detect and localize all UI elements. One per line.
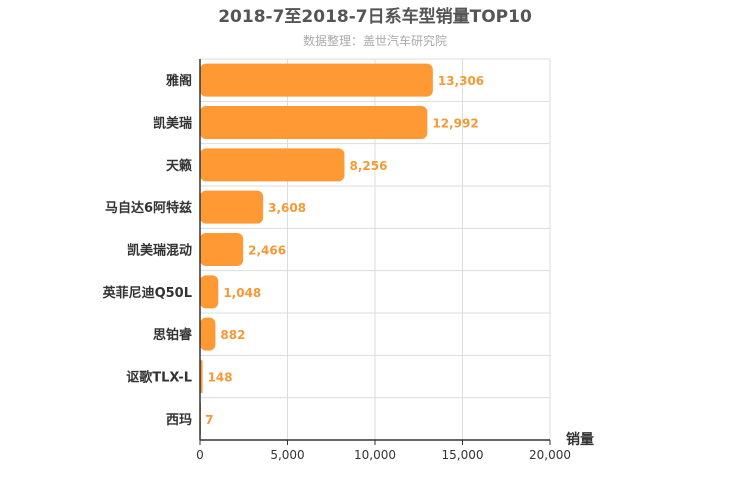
value-label: 3,608 (268, 201, 306, 215)
category-label: 思铂睿 (153, 327, 193, 343)
value-label: 1,048 (223, 286, 261, 300)
category-label: 马自达6阿特兹 (105, 200, 192, 216)
value-label: 882 (220, 328, 245, 342)
value-label: 148 (208, 371, 233, 385)
x-axis-title: 销量 (566, 431, 594, 448)
x-axis-ticks: 0 5,000 10,000 15,000 20,000 (196, 440, 571, 462)
bar (200, 317, 216, 351)
value-label: 8,256 (349, 159, 387, 173)
bars-group (200, 63, 433, 436)
value-label: 12,992 (432, 117, 478, 131)
category-label: 英菲尼迪Q50L (102, 285, 192, 301)
chart-title: 2018-7至2018-7日系车型销量TOP10 (218, 6, 532, 27)
bar (200, 232, 244, 267)
bar (200, 275, 219, 309)
x-tick-label: 15,000 (442, 448, 484, 462)
category-label: 凯美瑞 (153, 116, 192, 132)
bar (200, 190, 264, 224)
value-labels: 13,306 12,992 8,256 3,608 2,466 1,048 882 148 7 (205, 74, 484, 427)
bar (200, 148, 345, 182)
category-label: 西玛 (166, 413, 192, 428)
value-label: 7 (205, 413, 213, 427)
value-label: 2,466 (248, 244, 286, 258)
value-label: 13,306 (438, 74, 484, 88)
bar (200, 105, 428, 140)
x-tick-label: 10,000 (354, 448, 396, 462)
category-label: 凯美瑞混动 (127, 243, 192, 259)
bar (200, 63, 433, 97)
category-label: 天籁 (166, 158, 192, 174)
category-label: 讴歌TLX-L (126, 370, 192, 386)
x-tick-label: 20,000 (529, 448, 571, 462)
category-label: 雅阁 (166, 73, 192, 89)
chart-subtitle: 数据整理：盖世汽车研究院 (303, 33, 447, 48)
x-tick-label: 0 (196, 448, 204, 462)
x-tick-label: 5,000 (270, 448, 304, 462)
